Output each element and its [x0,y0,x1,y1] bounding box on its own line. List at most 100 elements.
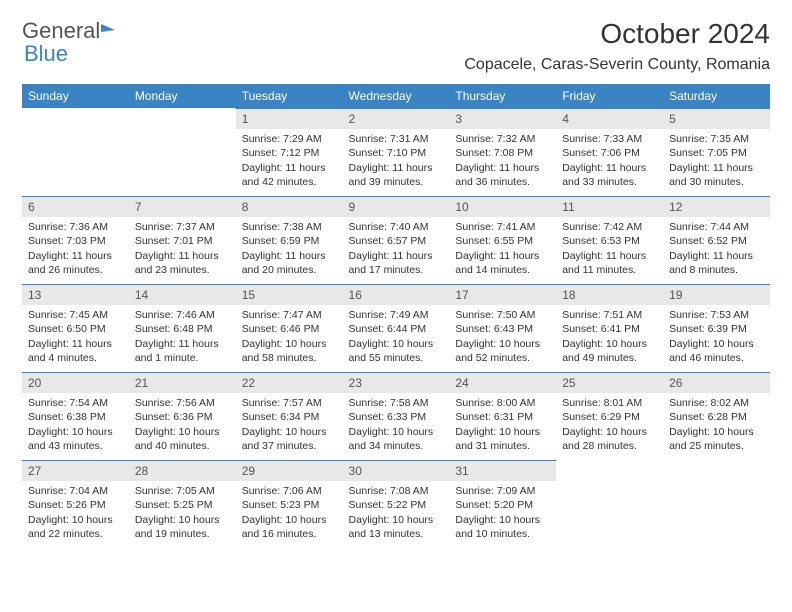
sunrise-line: Sunrise: 7:31 AM [349,132,444,146]
daylight-line: Daylight: 11 hours and 14 minutes. [455,249,550,277]
daylight-line: Daylight: 10 hours and 52 minutes. [455,337,550,365]
calendar-cell: 16Sunrise: 7:49 AMSunset: 6:44 PMDayligh… [343,284,450,372]
calendar-cell: 10Sunrise: 7:41 AMSunset: 6:55 PMDayligh… [449,196,556,284]
calendar-cell [129,108,236,196]
calendar-cell: 12Sunrise: 7:44 AMSunset: 6:52 PMDayligh… [663,196,770,284]
day-number: 26 [663,372,770,393]
daylight-line: Daylight: 11 hours and 4 minutes. [28,337,123,365]
day-content: Sunrise: 7:35 AMSunset: 7:05 PMDaylight:… [663,129,770,193]
day-number: 31 [449,460,556,481]
calendar-cell: 11Sunrise: 7:42 AMSunset: 6:53 PMDayligh… [556,196,663,284]
sunset-line: Sunset: 5:20 PM [455,498,550,512]
calendar-cell: 24Sunrise: 8:00 AMSunset: 6:31 PMDayligh… [449,372,556,460]
sunrise-line: Sunrise: 7:41 AM [455,220,550,234]
sunset-line: Sunset: 6:53 PM [562,234,657,248]
calendar-cell: 9Sunrise: 7:40 AMSunset: 6:57 PMDaylight… [343,196,450,284]
calendar-cell: 5Sunrise: 7:35 AMSunset: 7:05 PMDaylight… [663,108,770,196]
sunset-line: Sunset: 6:50 PM [28,322,123,336]
day-number: 17 [449,284,556,305]
day-number: 30 [343,460,450,481]
day-number: 28 [129,460,236,481]
calendar-cell: 19Sunrise: 7:53 AMSunset: 6:39 PMDayligh… [663,284,770,372]
day-content: Sunrise: 7:54 AMSunset: 6:38 PMDaylight:… [22,393,129,457]
sunset-line: Sunset: 6:52 PM [669,234,764,248]
daylight-line: Daylight: 10 hours and 28 minutes. [562,425,657,453]
calendar-cell: 22Sunrise: 7:57 AMSunset: 6:34 PMDayligh… [236,372,343,460]
calendar-row: 1Sunrise: 7:29 AMSunset: 7:12 PMDaylight… [22,108,770,196]
sunrise-line: Sunrise: 7:42 AM [562,220,657,234]
sunset-line: Sunset: 6:48 PM [135,322,230,336]
calendar-row: 27 Sunrise: 7:04 AMSunset: 5:26 PMDayligh… [22,460,770,548]
sunset-line: Sunset: 7:06 PM [562,146,657,160]
sunrise-line: Sunrise: 7:37 AM [135,220,230,234]
sunset-line: Sunset: 6:33 PM [349,410,444,424]
sunrise-line: Sunrise: 7:40 AM [349,220,444,234]
sunset-line: Sunset: 6:28 PM [669,410,764,424]
day-content: Sunrise: 7:49 AMSunset: 6:44 PMDaylight:… [343,305,450,369]
sunrise-line: Sunrise: 7:53 AM [669,308,764,322]
day-content: Sunrise: 7:31 AMSunset: 7:10 PMDaylight:… [343,129,450,193]
calendar-cell: 8Sunrise: 7:38 AMSunset: 6:59 PMDaylight… [236,196,343,284]
sunset-line: Sunset: 6:59 PM [242,234,337,248]
calendar-cell [22,108,129,196]
calendar-cell: 31Sunrise: 7:09 AMSunset: 5:20 PMDayligh… [449,460,556,548]
month-title: October 2024 [464,18,770,50]
sunset-line: Sunset: 6:41 PM [562,322,657,336]
day-number: 11 [556,196,663,217]
sunset-line: Sunset: 7:05 PM [669,146,764,160]
day-content: Sunrise: 7:41 AMSunset: 6:55 PMDaylight:… [449,217,556,281]
day-content: Sunrise: 7:47 AMSunset: 6:46 PMDaylight:… [236,305,343,369]
location: Copacele, Caras-Severin County, Romania [464,56,770,74]
sunrise-line: Sunrise: 7:09 AM [455,484,550,498]
day-content: Sunrise: 8:01 AMSunset: 6:29 PMDaylight:… [556,393,663,457]
calendar-cell: 18Sunrise: 7:51 AMSunset: 6:41 PMDayligh… [556,284,663,372]
daylight-line: Daylight: 11 hours and 8 minutes. [669,249,764,277]
sunset-line: Sunset: 6:36 PM [135,410,230,424]
sunset-line: Sunset: 6:34 PM [242,410,337,424]
calendar-cell: 29Sunrise: 7:06 AMSunset: 5:23 PMDayligh… [236,460,343,548]
daylight-line: Daylight: 11 hours and 39 minutes. [349,161,444,189]
daylight-line: Daylight: 10 hours and 34 minutes. [349,425,444,453]
sunset-line: Sunset: 6:29 PM [562,410,657,424]
weekday-header: Friday [556,84,663,108]
day-content: Sunrise: 7:05 AMSunset: 5:25 PMDaylight:… [129,481,236,545]
daylight-line: Daylight: 11 hours and 20 minutes. [242,249,337,277]
day-content: Sunrise: 7:45 AMSunset: 6:50 PMDaylight:… [22,305,129,369]
day-number: 2 [343,108,450,129]
sunset-line: Sunset: 6:31 PM [455,410,550,424]
day-number: 8 [236,196,343,217]
day-number: 3 [449,108,556,129]
calendar-cell: 3Sunrise: 7:32 AMSunset: 7:08 PMDaylight… [449,108,556,196]
calendar-cell: 2Sunrise: 7:31 AMSunset: 7:10 PMDaylight… [343,108,450,196]
daylight-line: Daylight: 10 hours and 37 minutes. [242,425,337,453]
calendar-cell: 4Sunrise: 7:33 AMSunset: 7:06 PMDaylight… [556,108,663,196]
calendar-cell: 27 Sunrise: 7:04 AMSunset: 5:26 PMDayligh… [22,460,129,548]
logo-text-blue: Blue [24,41,68,67]
day-content: Sunrise: 7:09 AMSunset: 5:20 PMDaylight:… [449,481,556,545]
day-number: 16 [343,284,450,305]
day-content: Sunrise: 8:00 AMSunset: 6:31 PMDaylight:… [449,393,556,457]
sunrise-line: Sunrise: 7:50 AM [455,308,550,322]
day-number: 12 [663,196,770,217]
logo-sail-icon [101,24,115,32]
sunrise-line: Sunrise: 7:04 AM [28,484,123,498]
day-content: Sunrise: 7:57 AMSunset: 6:34 PMDaylight:… [236,393,343,457]
day-content: Sunrise: 7:36 AMSunset: 7:03 PMDaylight:… [22,217,129,281]
sunrise-line: Sunrise: 7:56 AM [135,396,230,410]
daylight-line: Daylight: 11 hours and 33 minutes. [562,161,657,189]
day-number: 7 [129,196,236,217]
day-number: 27 [22,460,129,481]
day-content: Sunrise: 7:44 AMSunset: 6:52 PMDaylight:… [663,217,770,281]
sunrise-line: Sunrise: 7:45 AM [28,308,123,322]
sunrise-line: Sunrise: 7:49 AM [349,308,444,322]
sunrise-line: Sunrise: 7:05 AM [135,484,230,498]
daylight-line: Daylight: 10 hours and 22 minutes. [28,513,123,541]
sunset-line: Sunset: 6:55 PM [455,234,550,248]
calendar-cell: 13Sunrise: 7:45 AMSunset: 6:50 PMDayligh… [22,284,129,372]
day-number: 5 [663,108,770,129]
daylight-line: Daylight: 11 hours and 42 minutes. [242,161,337,189]
sunset-line: Sunset: 5:26 PM [28,498,123,512]
calendar-cell: 28Sunrise: 7:05 AMSunset: 5:25 PMDayligh… [129,460,236,548]
day-number: 9 [343,196,450,217]
day-number: 23 [343,372,450,393]
